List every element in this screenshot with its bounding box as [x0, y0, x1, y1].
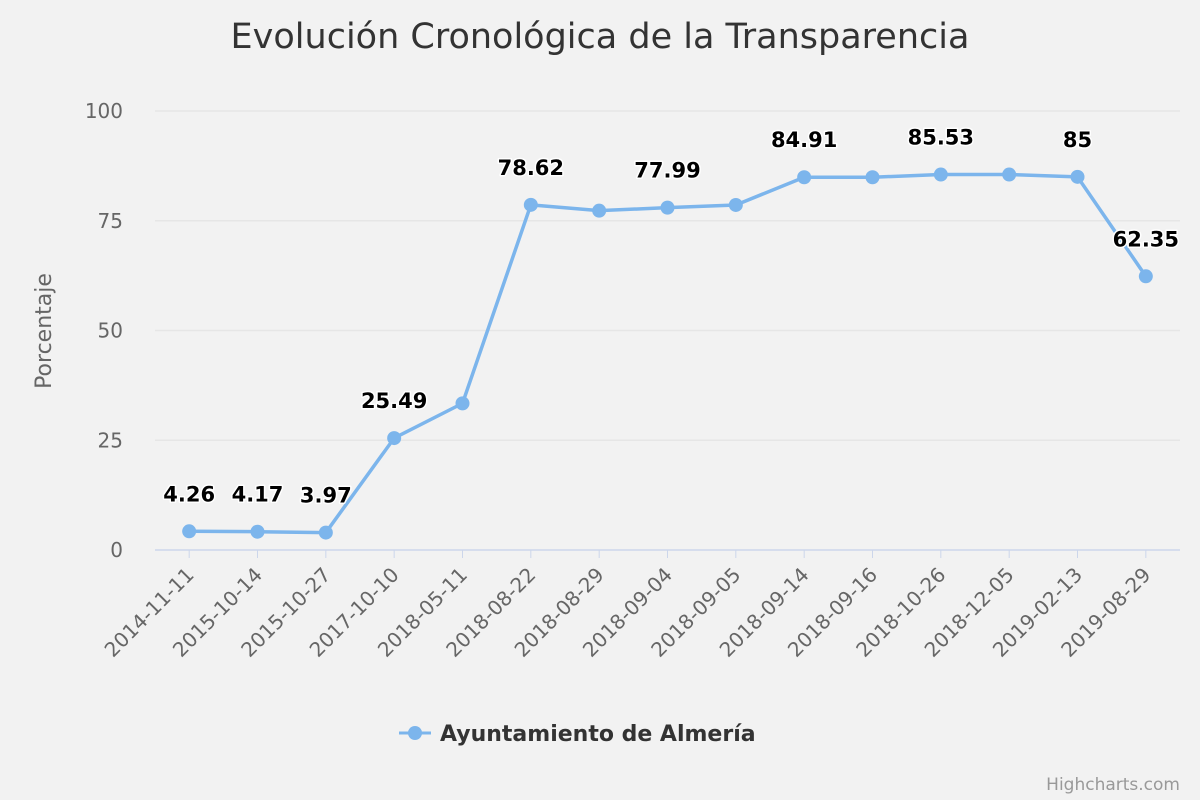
- data-label: 4.17: [232, 483, 284, 507]
- y-tick-label: 100: [85, 99, 123, 123]
- data-point[interactable]: [797, 170, 812, 185]
- y-axis-ticks: 0 25 50 75 100: [85, 99, 123, 562]
- data-point[interactable]: [318, 525, 333, 540]
- series-group: [182, 167, 1153, 540]
- data-label: 84.91: [771, 128, 837, 152]
- y-tick-label: 25: [98, 428, 123, 452]
- grid-lines: [155, 110, 1180, 441]
- data-label: 78.62: [498, 156, 564, 180]
- data-label: 25.49: [361, 389, 427, 413]
- y-tick-label: 75: [98, 209, 123, 233]
- data-labels: 4.26 4.17 3.97 25.49 78.62 77.99 84.91 85.53 85 6…: [162, 124, 1181, 509]
- data-point[interactable]: [455, 396, 470, 411]
- data-label: 85: [1063, 128, 1092, 152]
- data-point[interactable]: [660, 200, 675, 215]
- data-point[interactable]: [182, 524, 197, 539]
- data-label: 3.97: [300, 484, 352, 508]
- credits-link[interactable]: Highcharts.com: [1046, 775, 1180, 795]
- series-line: [189, 172, 1148, 535]
- y-tick-label: 50: [98, 319, 123, 343]
- chart-title: Evolución Cronológica de la Transparenci…: [231, 17, 970, 57]
- legend-marker-symbol: [408, 726, 422, 740]
- data-label: 62.35: [1113, 227, 1179, 251]
- data-point[interactable]: [1002, 167, 1017, 182]
- data-label: 85.53: [908, 126, 974, 150]
- data-point[interactable]: [387, 431, 402, 446]
- data-label: 4.26: [163, 482, 215, 506]
- data-point[interactable]: [1070, 169, 1085, 184]
- data-point[interactable]: [1138, 269, 1153, 284]
- data-point[interactable]: [250, 524, 265, 539]
- data-point[interactable]: [592, 203, 607, 218]
- x-axis-ticks: 2014-11-112015-10-142015-10-272017-10-10…: [100, 550, 1155, 662]
- legend-item-label[interactable]: Ayuntamiento de Almería: [440, 722, 756, 747]
- data-point[interactable]: [933, 167, 948, 182]
- legend[interactable]: Ayuntamiento de Almería: [399, 722, 756, 747]
- data-point[interactable]: [865, 170, 880, 185]
- y-axis-title: Porcentaje: [32, 273, 57, 389]
- data-point[interactable]: [523, 197, 538, 212]
- data-point[interactable]: [728, 197, 743, 212]
- data-label: 77.99: [634, 159, 700, 183]
- y-tick-label: 0: [110, 538, 123, 562]
